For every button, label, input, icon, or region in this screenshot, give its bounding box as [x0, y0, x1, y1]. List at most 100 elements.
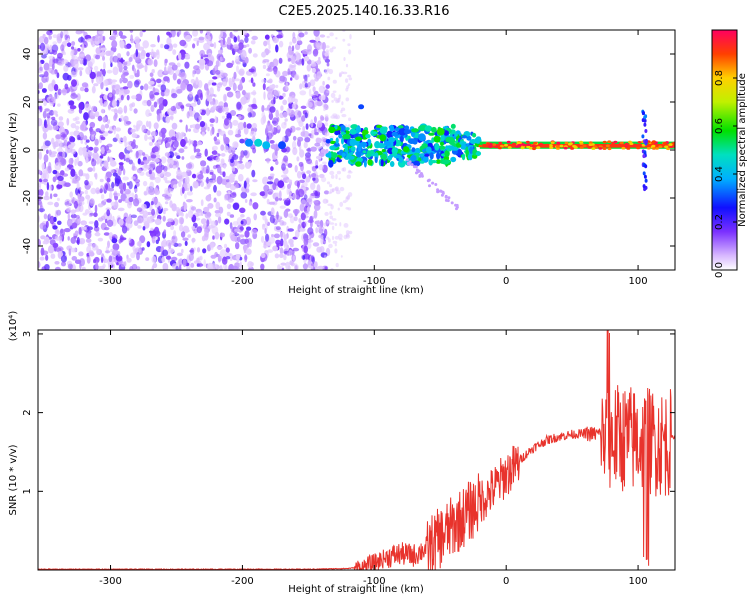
spectrogram-noise-cell	[234, 180, 238, 185]
spectrogram-band-cell	[607, 147, 612, 151]
spectrogram-noise-cell	[342, 200, 347, 204]
spectrogram-noise-cell	[233, 36, 238, 43]
spectrogram-noise-cell	[212, 76, 218, 80]
spectrogram-noise-cell	[298, 218, 302, 223]
spectrogram-band-cell	[359, 141, 368, 147]
spectrogram-band-cell	[467, 152, 473, 161]
spectrogram-noise-cell	[41, 162, 46, 170]
spectrogram-noise-cell	[327, 76, 331, 81]
spectrogram-noise-cell	[93, 212, 98, 218]
spectrogram-noise-cell	[234, 228, 241, 233]
spectrogram-noise-cell	[135, 182, 140, 187]
spectrogram-noise-cell	[92, 151, 99, 160]
spectrogram-noise-cell	[222, 107, 225, 113]
spectrogram-noise-cell	[118, 30, 124, 37]
spectrogram-noise-cell	[115, 133, 120, 140]
spectrogram-noise-cell	[54, 93, 59, 100]
spectrogram-noise-cell	[94, 138, 99, 146]
spectrogram-noise-cell	[135, 150, 139, 159]
spectrogram-noise-cell	[220, 153, 226, 157]
spectrogram-noise-cell	[147, 58, 153, 66]
spectrogram-band-cell	[504, 143, 508, 147]
spectrogram-noise-cell	[69, 135, 74, 143]
spectrogram-noise-cell	[88, 146, 94, 151]
spectrogram-noise-cell	[105, 171, 112, 178]
spectrogram-noise-cell	[289, 41, 293, 46]
spectrogram-noise-cell	[215, 156, 221, 163]
spectrogram-noise-cell	[349, 34, 352, 40]
spectrogram-noise-cell	[141, 124, 147, 133]
spectrogram-noise-cell	[296, 180, 300, 189]
spectrogram-noise-cell	[272, 58, 279, 67]
spectrogram-noise-cell	[71, 256, 78, 261]
spectrogram-noise-cell	[232, 202, 240, 210]
spectrogram-noise-cell	[43, 100, 47, 107]
spectrogram-noise-cell	[325, 236, 330, 240]
spectrogram-noise-cell	[46, 182, 50, 191]
spectrogram-noise-cell	[91, 85, 96, 94]
spectrogram-noise-cell	[242, 30, 248, 36]
spectrogram-noise-cell	[41, 98, 49, 102]
spectrogram-band-cell	[651, 144, 656, 148]
spectrogram-noise-cell	[279, 205, 286, 209]
spectrogram-noise-cell	[117, 207, 125, 212]
spectrogram-noise-cell	[166, 137, 172, 142]
spectrogram-band-cell	[567, 142, 572, 146]
spectrogram-noise-cell	[231, 166, 236, 172]
spectrogram-band-cell	[664, 145, 669, 149]
spectrogram-noise-cell	[196, 99, 201, 106]
spectrogram-noise-cell	[291, 45, 295, 52]
spectrogram-noise-cell	[306, 206, 311, 213]
spectrogram-noise-cell	[209, 101, 216, 105]
snr-ytick-label: 2	[22, 409, 33, 415]
spectrogram-noise-cell	[303, 55, 310, 62]
spectrogram-noise-cell	[283, 209, 289, 218]
spectrogram-noise-cell	[81, 43, 85, 52]
spectrogram-noise-cell	[219, 265, 223, 270]
spectrogram-noise-cell	[299, 83, 303, 90]
spectrogram-noise-cell	[305, 123, 309, 130]
spectrogram-noise-cell	[152, 236, 158, 241]
spectrogram-noise-cell	[195, 148, 201, 153]
spectrogram-noise-cell	[289, 64, 296, 68]
spectrogram-band-cell	[380, 159, 384, 167]
spectrogram-noise-cell	[236, 236, 241, 243]
spectrogram-noise-cell	[52, 50, 58, 55]
spectrogram-band-cell	[336, 157, 340, 162]
spectrogram-noise-cell	[175, 102, 182, 110]
spectrogram-noise-cell	[239, 234, 245, 238]
spectrogram-noise-cell	[296, 40, 303, 46]
spectrogram-noise-cell	[38, 260, 41, 269]
spectrogram-noise-cell	[297, 139, 301, 147]
spectrogram-noise-cell	[268, 43, 271, 50]
spectrogram-noise-cell	[78, 37, 85, 43]
spectrogram-band-cell	[521, 143, 526, 147]
spectrogram-noise-cell	[178, 72, 186, 78]
spectrogram-band-cell	[381, 149, 386, 153]
spectrogram-noise-cell	[39, 42, 46, 52]
spectrogram-noise-cell	[57, 103, 61, 107]
spectrogram-noise-cell	[136, 241, 142, 247]
spectrogram-noise-cell	[38, 98, 41, 102]
spectrogram-noise-cell	[306, 158, 313, 164]
spectrogram-noise-cell	[309, 79, 316, 87]
spectrogram-noise-cell	[89, 130, 95, 135]
spectrogram-noise-cell	[281, 267, 285, 270]
spectrogram-band-cell	[559, 144, 564, 148]
spectrogram-noise-cell	[348, 49, 352, 55]
spectrogram-noise-cell	[347, 207, 352, 211]
spectrogram-noise-cell	[252, 72, 258, 77]
spectrogram-noise-cell	[219, 232, 225, 238]
spectrogram-noise-cell	[130, 34, 133, 40]
spectrogram-noise-cell	[100, 136, 106, 141]
spectrogram-noise-cell	[56, 147, 64, 153]
spectrogram-noise-cell	[283, 121, 287, 126]
spectrogram-noise-cell	[201, 131, 205, 137]
spectrogram-noise-cell	[110, 248, 115, 253]
spectrogram-noise-cell	[288, 50, 294, 56]
spectrogram-noise-cell	[78, 107, 83, 114]
spectrogram-noise-cell	[225, 86, 231, 91]
spectrogram-noise-cell	[343, 223, 349, 228]
spectrogram-noise-cell	[181, 212, 184, 217]
spectrogram-noise-cell	[229, 231, 235, 240]
